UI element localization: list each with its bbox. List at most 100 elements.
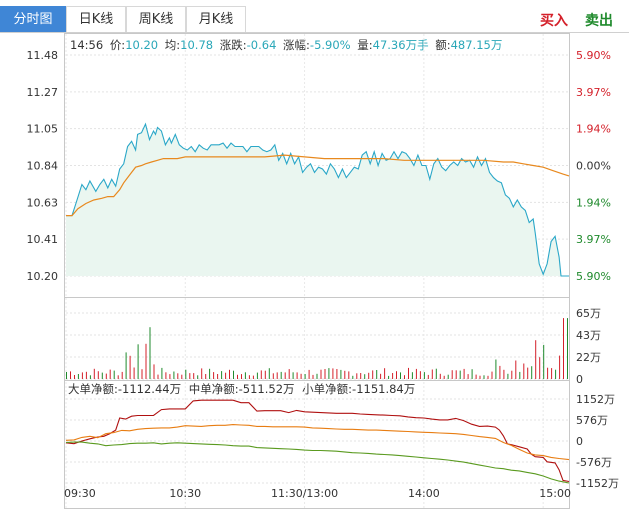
volume-bar (495, 359, 497, 379)
volume-bar (519, 371, 521, 379)
volume-bar (153, 364, 155, 379)
x-axis-labels: 09:30 10:30 11:30/13:00 14:00 15:00 (64, 487, 571, 500)
volume-bar (248, 375, 250, 379)
volume-bar (487, 375, 489, 379)
volume-bar (559, 355, 561, 379)
volume-bar (264, 370, 266, 379)
tab-intraday[interactable]: 分时图 (0, 6, 66, 32)
volume-bar (137, 344, 139, 379)
tab-weekly-k[interactable]: 周K线 (126, 6, 186, 32)
volume-tick-label: 65万 (576, 307, 601, 320)
volume-tick-label: 0 (576, 373, 583, 386)
volume-bar (320, 369, 322, 379)
flow-big: -1112.44万 (118, 382, 181, 396)
info-avg-label: 均: (165, 38, 180, 52)
volume-bar (101, 372, 103, 379)
volume-bar (411, 372, 413, 379)
volume-bar (511, 370, 513, 379)
volume-bar (141, 369, 143, 379)
volume-bar (268, 368, 270, 379)
flow-bar: 大单净额:-1112.44万 中单净额:-511.52万 小单净额:-1151.… (68, 382, 415, 396)
tab-daily-k[interactable]: 日K线 (66, 6, 126, 32)
volume-bar (165, 372, 167, 379)
volume-bar (66, 372, 67, 379)
volume-bar (328, 368, 330, 379)
volume-bar (304, 374, 306, 379)
flow-small-label: 小单净额: (302, 382, 352, 396)
volume-bar (312, 374, 314, 379)
time-tick-label: 15:00 (539, 487, 571, 500)
info-pct: -5.90% (310, 38, 351, 52)
buy-button[interactable]: 买入 (540, 13, 568, 29)
volume-bar (408, 367, 409, 379)
flow-line-中单净额 (65, 424, 570, 461)
volume-bar (276, 372, 278, 379)
volume-bar (288, 369, 290, 379)
volume-bar (145, 343, 147, 379)
time-tick-label: 11:30/13:00 (271, 487, 338, 500)
sell-button[interactable]: 卖出 (585, 13, 613, 29)
price-tick-label: 11.27 (27, 86, 59, 99)
pct-tick-label: 3.97% (576, 233, 611, 246)
volume-bar (352, 375, 354, 379)
volume-bar (439, 373, 441, 379)
volume-bar (523, 363, 525, 379)
volume-bar (455, 370, 457, 379)
volume-bar (388, 375, 390, 379)
volume-bar (336, 369, 338, 379)
volume-bar (241, 374, 242, 379)
net-flow-lines (65, 399, 570, 484)
volume-tick-label: 43万 (576, 329, 601, 342)
time-tick-label: 10:30 (169, 487, 201, 500)
volume-bar (209, 368, 211, 379)
y-axis-labels: 11.48 5.90% 11.27 3.97% 11.05 1.94% 10.84 0.00%… (27, 49, 619, 490)
volume-bar (308, 369, 310, 379)
volume-bar (93, 368, 95, 379)
tab-monthly-k[interactable]: 月K线 (186, 6, 246, 32)
info-change-label: 涨跌: (220, 38, 247, 52)
volume-bar (435, 368, 437, 379)
volume-bar (491, 371, 493, 379)
volume-bar (121, 371, 123, 379)
volume-bar (547, 367, 549, 379)
volume-bar (531, 366, 533, 379)
volume-bar (109, 369, 111, 379)
volume-bar (117, 375, 119, 379)
info-price: 10.20 (125, 38, 158, 52)
volume-bar (113, 370, 115, 379)
flow-mid: -511.52万 (239, 382, 295, 396)
volume-bar (189, 373, 191, 379)
volume-bar (217, 374, 219, 379)
flow-tick-label: -576万 (576, 456, 612, 469)
pct-tick-label: 5.90% (576, 49, 611, 62)
volume-bar (515, 360, 517, 379)
price-tick-label: 11.48 (27, 49, 59, 62)
info-amount-label: 额: (435, 38, 450, 52)
volume-bar (229, 369, 230, 379)
volume-bar (81, 372, 83, 379)
volume-bar (344, 370, 346, 379)
volume-bar (467, 374, 469, 379)
volume-bar (125, 352, 127, 379)
volume-bar (535, 340, 537, 379)
volume-bar (368, 372, 370, 379)
volume-bar (427, 374, 429, 379)
info-change: -0.64 (247, 38, 277, 52)
info-price-label: 价: (110, 38, 125, 52)
volume-bar (105, 373, 107, 379)
volume-bar (419, 371, 421, 379)
chart-frame (64, 33, 570, 509)
volume-bar (459, 370, 461, 379)
volume-bar (260, 370, 262, 379)
volume-bar (376, 370, 378, 379)
flow-line-大单净额 (65, 399, 570, 483)
volume-bar (527, 367, 529, 379)
volume-bar (292, 372, 294, 379)
volume-bar (201, 368, 203, 379)
volume-bar (300, 373, 302, 379)
volume-bar (74, 375, 75, 379)
tab-divider (0, 32, 629, 33)
volume-bar (423, 372, 425, 379)
info-pct-label: 涨幅: (283, 38, 310, 52)
volume-bar (372, 370, 374, 379)
